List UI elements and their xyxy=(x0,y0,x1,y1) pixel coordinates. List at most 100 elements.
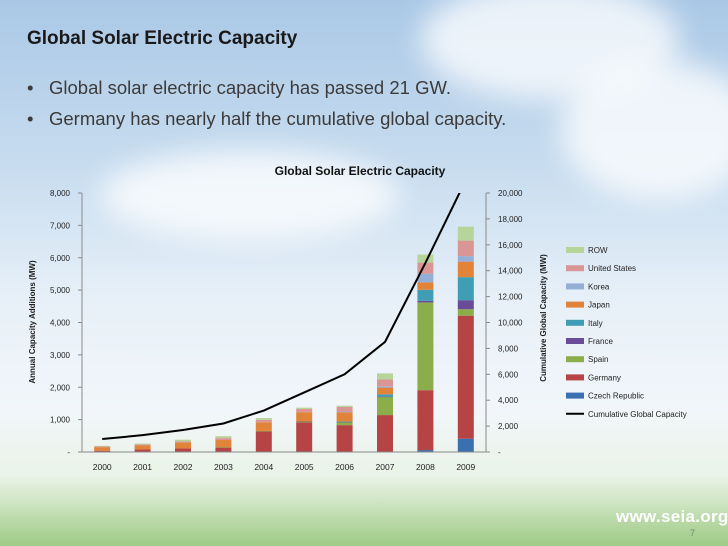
bar-segment-row xyxy=(255,418,272,420)
x-tick-label: 2003 xyxy=(214,462,233,472)
legend-label: Germany xyxy=(588,373,621,382)
bar-segment-row xyxy=(296,407,313,409)
bar-segment-spain xyxy=(417,302,434,391)
y2-tick-label: 6,000 xyxy=(498,370,519,379)
legend-label: Japan xyxy=(588,301,610,310)
y2-tick-label: 16,000 xyxy=(498,241,523,250)
legend-swatch xyxy=(566,392,584,399)
slide-title: Global Solar Electric Capacity xyxy=(27,28,298,49)
legend-label: ROW xyxy=(588,246,608,255)
bar-segment-france xyxy=(377,396,393,398)
bar-segment-italy xyxy=(336,421,353,423)
bar-segment-france xyxy=(417,300,434,303)
legend-label: Italy xyxy=(588,319,603,328)
bar-segment-spain xyxy=(296,421,313,423)
y2-tick-label: 20,000 xyxy=(498,189,523,198)
bar-segment-germany xyxy=(255,431,272,452)
bar-segment-united-states xyxy=(94,446,111,448)
bar-segment-spain xyxy=(377,396,393,416)
y-tick-label: 7,000 xyxy=(50,221,71,230)
y2-tick-label: 14,000 xyxy=(498,267,523,276)
bar-segment-japan xyxy=(417,282,434,290)
bar-segment-italy xyxy=(377,394,393,397)
footer-url[interactable]: www.seia.org xyxy=(616,507,728,526)
bar-segment-united-states xyxy=(336,406,353,412)
bullet-item: • Germany has nearly half the cumulative … xyxy=(27,103,506,134)
bar-segment-germany xyxy=(296,422,313,452)
bar-segment-japan xyxy=(94,447,111,451)
bar-segment-italy xyxy=(417,289,434,301)
bar-segment-germany xyxy=(134,449,151,452)
bar-segment-japan xyxy=(457,261,474,278)
bar-segment-germany xyxy=(175,448,191,452)
x-tick-label: 2009 xyxy=(456,462,475,472)
bar-segment-row xyxy=(175,439,191,442)
page-number: 7 xyxy=(690,528,696,538)
bar-segment-france xyxy=(336,421,353,423)
bar-segment-germany xyxy=(457,315,474,439)
bar-segment-row xyxy=(377,373,393,380)
bar-segment-japan xyxy=(296,412,313,422)
legend-swatch xyxy=(566,319,584,326)
y-tick-label: 5,000 xyxy=(50,286,71,295)
bar-segment-korea xyxy=(336,411,353,413)
bar-segment-united-states xyxy=(175,441,191,443)
legend-label: Cumulative Global Capacity xyxy=(588,410,687,419)
legend-label: Korea xyxy=(588,282,610,291)
y2-tick-label: - xyxy=(498,448,501,457)
bar-segment-spain xyxy=(215,447,232,448)
cumulative-line xyxy=(102,193,461,441)
grass-decoration xyxy=(0,476,728,546)
x-tick-label: 2004 xyxy=(254,462,273,472)
bar-segment-czech-republic xyxy=(457,438,474,452)
bar-segment-united-states xyxy=(377,379,393,387)
bar-segment-germany xyxy=(417,390,434,451)
bar-segment-japan xyxy=(255,422,272,431)
legend-swatch xyxy=(566,265,584,272)
bullet-icon: • xyxy=(27,77,34,98)
bullet-text: Global solar electric capacity has passe… xyxy=(49,77,452,98)
bar-segment-row xyxy=(417,254,434,263)
bar-segment-row xyxy=(134,443,151,445)
x-tick-label: 2001 xyxy=(133,462,152,472)
bar-segment-united-states xyxy=(134,444,151,446)
bar-segment-korea xyxy=(457,256,474,262)
bar-segment-united-states xyxy=(457,240,474,257)
bar-segment-france xyxy=(457,300,474,310)
bar-segment-korea xyxy=(377,386,393,388)
x-tick-label: 2006 xyxy=(335,462,354,472)
bar-segment-japan xyxy=(215,440,232,448)
y2-tick-label: 10,000 xyxy=(498,319,523,328)
y2-axis-title: Cumulative Global Capacity (MW) xyxy=(539,254,548,382)
y-axis-title: Annual Capacity Additions (MW) xyxy=(28,260,37,384)
bullet-list: • Global solar electric capacity has pass… xyxy=(27,72,506,134)
x-tick-label: 2008 xyxy=(416,462,435,472)
bar-segment-united-states xyxy=(296,408,313,413)
bar-segment-italy xyxy=(457,277,474,301)
bar-segment-korea xyxy=(417,273,434,283)
y2-tick-label: 2,000 xyxy=(498,422,519,431)
bar-segment-spain xyxy=(336,422,353,426)
legend-label: Czech Republic xyxy=(588,392,644,401)
bar-segment-united-states xyxy=(255,419,272,423)
y-tick-label: 2,000 xyxy=(50,383,71,392)
bar-segment-row xyxy=(336,405,353,407)
bar-segment-japan xyxy=(134,445,151,450)
bullet-item: • Global solar electric capacity has pass… xyxy=(27,72,506,103)
bar-segment-germany xyxy=(336,425,353,452)
legend-label: United States xyxy=(588,264,636,273)
legend-swatch xyxy=(566,374,584,381)
bar-segment-japan xyxy=(377,387,393,395)
bar-segment-row xyxy=(457,226,474,241)
bar-segment-row xyxy=(215,436,232,439)
x-tick-label: 2005 xyxy=(295,462,314,472)
x-tick-label: 2002 xyxy=(174,462,193,472)
bar-segment-row xyxy=(94,445,111,447)
legend-swatch xyxy=(566,356,584,363)
bar-segment-france xyxy=(296,421,313,423)
bullet-text: Germany has nearly half the cumulative g… xyxy=(49,108,507,129)
bar-segment-united-states xyxy=(215,438,232,441)
chart-title: Global Solar Electric Capacity xyxy=(275,164,446,178)
bar-segment-spain xyxy=(255,430,272,432)
